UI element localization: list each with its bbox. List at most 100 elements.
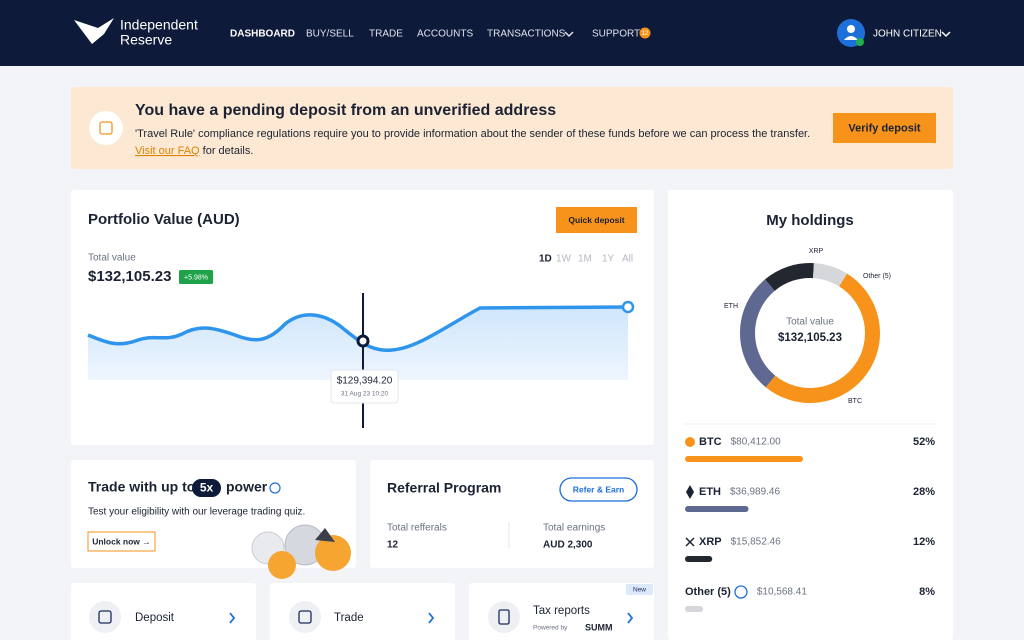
total-label: Total value	[88, 253, 136, 264]
holding-amount: $15,852.46	[731, 537, 781, 548]
donut-chart	[740, 263, 880, 403]
coin	[268, 551, 296, 579]
refer-button[interactable]: Refer & Earn	[559, 477, 638, 502]
promo-title: Trade with up to	[88, 479, 195, 495]
holding-name: Other (5)	[685, 586, 731, 598]
shortcut-card[interactable]: Tax reports Powered by SUMM New	[469, 583, 654, 640]
icon	[498, 609, 510, 625]
faq-link[interactable]: Visit our FAQ	[135, 145, 200, 157]
alert-icon	[99, 121, 113, 135]
holding-bar	[685, 456, 804, 462]
stat-value: AUD 2,300	[543, 540, 593, 551]
holding-percent: 12%	[913, 536, 935, 548]
button-bg	[833, 113, 936, 143]
nav-item[interactable]: TRADE	[369, 29, 403, 40]
button-label: Refer & Earn	[573, 484, 625, 494]
nav-item[interactable]: TRANSACTIONS	[487, 29, 566, 40]
stat-value: 12	[387, 540, 399, 551]
hover-point	[356, 334, 370, 348]
shortcut-card[interactable]: Trade	[270, 583, 455, 640]
multiplier: 5x	[200, 481, 214, 495]
holding-bar	[685, 506, 749, 512]
coin-icon	[685, 537, 695, 547]
avatar-body	[844, 36, 858, 40]
icon	[98, 610, 112, 624]
powered-by: Powered by	[533, 625, 568, 632]
alert-suffix: for details.	[200, 145, 254, 157]
change-badge	[179, 270, 213, 284]
holding-bar	[685, 556, 713, 562]
badge-count: 12	[642, 31, 649, 37]
alert-icon-bg	[89, 111, 123, 145]
button-bg	[559, 477, 638, 502]
shortcut-card[interactable]: Deposit	[71, 583, 256, 640]
card-title: Portfolio Value (AUD)	[88, 211, 240, 228]
verify-button[interactable]: Verify deposit	[833, 113, 936, 143]
nav-item[interactable]: ACCOUNTS	[417, 29, 473, 40]
holding-name: ETH	[699, 486, 721, 498]
nav-item[interactable]: BUY/SELL	[306, 29, 354, 40]
nav-item[interactable]: SUPPORT	[592, 29, 640, 40]
chart-end-point	[621, 300, 635, 314]
icon-bg	[289, 601, 321, 633]
verified-dot	[856, 38, 864, 46]
holding-percent: 52%	[913, 436, 935, 448]
donut-segment	[812, 263, 848, 287]
donut-label: BTC	[848, 398, 862, 405]
donut-segment	[765, 263, 814, 292]
holding-amount: $10,568.41	[757, 587, 807, 598]
alert-title: You have a pending deposit from an unver…	[135, 102, 556, 119]
new-badge	[626, 584, 653, 595]
donut-segment	[740, 279, 776, 388]
promo-text: Test your eligibility with our leverage …	[88, 507, 305, 518]
logo-mark	[74, 18, 114, 44]
brand-line: Reserve	[120, 32, 172, 48]
range-option[interactable]: All	[622, 254, 633, 265]
partner-name: SUMM	[585, 622, 613, 632]
tooltip	[330, 369, 399, 404]
total-value: $132,105.23	[88, 268, 171, 285]
holding-amount: $36,989.46	[730, 487, 780, 498]
user-name: JOHN CITIZEN	[873, 29, 942, 40]
donut-label: ETH	[724, 303, 738, 310]
brand-line: Independent	[120, 17, 198, 33]
unlock-button[interactable]: Unlock now →	[87, 531, 156, 552]
button-bg	[556, 207, 637, 233]
nav-item[interactable]: DASHBOARD	[230, 29, 295, 40]
chevron	[627, 612, 634, 624]
button-label: Verify deposit	[848, 122, 920, 134]
dropdown-chevron	[941, 31, 951, 38]
coin	[315, 535, 351, 571]
button-label: Unlock now →	[92, 536, 151, 546]
icon	[298, 610, 312, 624]
badge	[639, 27, 651, 39]
new-badge-label: New	[633, 587, 646, 594]
range-option[interactable]: 1M	[578, 254, 592, 265]
alert-banner	[71, 87, 953, 169]
button-label: Quick deposit	[568, 215, 624, 225]
referral-card	[370, 460, 654, 568]
range-option[interactable]: 1D	[539, 254, 552, 265]
info-icon[interactable]	[734, 585, 748, 599]
stat-label: Total earnings	[543, 523, 605, 534]
info-icon[interactable]	[269, 482, 281, 494]
logo[interactable]: Independent Reserve	[74, 17, 198, 48]
user-menu[interactable]: JOHN CITIZEN	[837, 19, 951, 47]
shortcut-label: Tax reports	[533, 605, 590, 617]
quick-deposit-button[interactable]: Quick deposit	[556, 207, 637, 233]
card-title: My holdings	[766, 212, 854, 229]
dropdown-chevron	[564, 31, 574, 38]
stat-label: Total refferals	[387, 523, 447, 534]
change-value: +5.98%	[184, 274, 208, 281]
shortcut-label: Trade	[334, 612, 364, 624]
tooltip-value: $129,394.20	[337, 376, 393, 387]
card-title: Referral Program	[387, 480, 501, 496]
range-option[interactable]: 1W	[556, 254, 572, 265]
icon-bg	[89, 601, 121, 633]
holding-list: BTC $80,412.00 52% ETH $36,989.46 28% XRP $15,8…	[685, 436, 935, 612]
holding-bar	[685, 606, 704, 612]
avatar-head	[847, 25, 855, 33]
range-option[interactable]: 1Y	[602, 254, 615, 265]
holding-name: XRP	[699, 536, 722, 548]
